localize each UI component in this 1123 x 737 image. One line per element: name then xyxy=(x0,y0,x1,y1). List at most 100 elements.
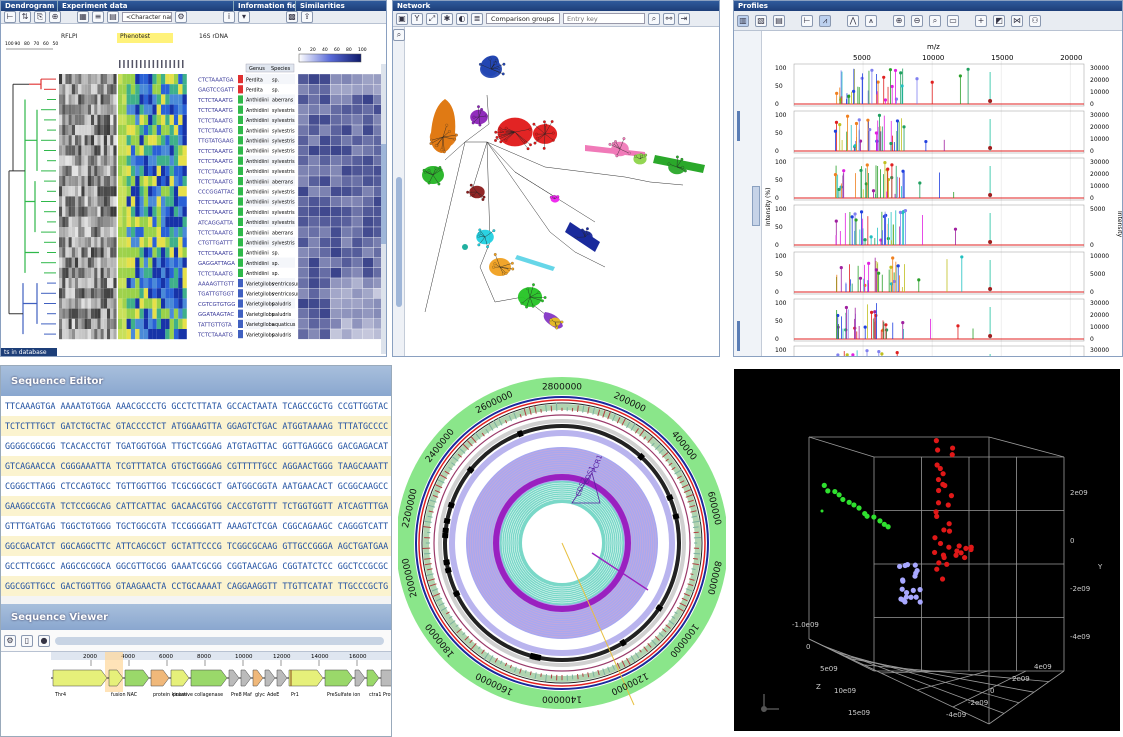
viewer-scrollbar[interactable] xyxy=(55,636,384,645)
info-row-bg xyxy=(244,196,295,207)
phenotest-cell xyxy=(143,288,149,299)
character-name-field[interactable]: <Character name> xyxy=(122,12,172,22)
circle-icon[interactable]: ● xyxy=(38,634,50,647)
table-icon[interactable]: ▤ xyxy=(107,11,119,23)
overlay-icon[interactable]: ▧ xyxy=(755,14,767,27)
export-icon[interactable]: ⇥ xyxy=(678,12,690,25)
sequence-line[interactable]: GAAGGCCGTA TCTCCGGCAG CATTCATTAC GACAACG… xyxy=(1,496,391,516)
similarity-cell xyxy=(308,124,320,136)
branch-icon[interactable]: Y xyxy=(411,12,423,25)
export-icon[interactable]: ⇪ xyxy=(301,11,313,23)
scatter-3d-plot[interactable]: 2e090-2e09-4e09Y4e092e090-2e09-4e09-1.0e… xyxy=(734,369,1120,731)
zoom-in-icon[interactable]: ⊕ xyxy=(893,14,905,27)
document-icon[interactable]: ▯ xyxy=(21,634,33,647)
color-icon[interactable]: ◐ xyxy=(456,12,468,25)
cluster-edge xyxy=(499,128,516,133)
zoom-out-icon[interactable]: ⊖ xyxy=(911,14,923,27)
phenotest-cell xyxy=(156,247,161,258)
phenotest-cell xyxy=(118,104,123,115)
pink-rings xyxy=(476,457,648,629)
filter-icon[interactable]: ▾ xyxy=(238,11,250,23)
phenotest-cell xyxy=(130,216,136,227)
track-feature xyxy=(545,404,547,412)
add-peak-icon[interactable]: + xyxy=(975,14,987,27)
sequence-line[interactable]: GTTTGATGAG TGGCTGTGGG TGCTGGCGTA TCCGGGG… xyxy=(5,521,389,531)
group-icon[interactable]: ⚇ xyxy=(1029,14,1041,27)
sequence-line[interactable]: GGCGGTTGCC GACTGGTTGG GTAAGAACTA CCTGCAA… xyxy=(1,576,391,596)
table-icon[interactable]: ▤ xyxy=(773,14,785,27)
legend-icon[interactable]: ≣ xyxy=(471,12,483,25)
zoom-icon[interactable]: ⊕ xyxy=(49,11,61,23)
list-icon[interactable]: ≡ xyxy=(92,11,104,23)
gear-icon[interactable]: ⚙ xyxy=(175,11,187,23)
track-feature xyxy=(621,660,626,668)
y-tick-left: 50 xyxy=(775,130,783,137)
sequence-line[interactable]: GCCTTCGGCC AGGCGCGGCA GGCGTTGCGG GAAATCG… xyxy=(5,561,389,571)
peak-icon[interactable]: ⋀ xyxy=(847,14,859,27)
sequence-line[interactable]: GGGGCGGCGG TCACACCTGT TGATGGTGGA TTGCTCG… xyxy=(5,441,389,451)
collapse-handle[interactable] xyxy=(737,111,740,141)
black-block xyxy=(447,501,455,509)
rflp-band xyxy=(78,267,82,278)
track-feature xyxy=(687,583,694,587)
grid-icon[interactable]: ▦ xyxy=(77,11,89,23)
rflp-band xyxy=(78,186,82,197)
info-icon[interactable]: i xyxy=(223,11,235,23)
link-icon[interactable]: ⚯ xyxy=(663,12,675,25)
rflp-band xyxy=(81,216,85,227)
layout-icon[interactable]: ▣ xyxy=(396,12,408,25)
scatter-point xyxy=(956,543,962,549)
sequence-line[interactable]: GTCAGAACCA CGGGAAATTA TCGTTTATCA GTGCTGG… xyxy=(1,456,391,476)
sequence-line[interactable]: TCTCTTTGCT GATCTGCTAC GTACCCCTCT ATGGAAG… xyxy=(1,416,391,436)
entry-key-input[interactable] xyxy=(563,13,645,24)
y-tick-left: 0 xyxy=(775,101,779,108)
gene-map[interactable]: 2000 4000 6000 8000 10000 12000 14000 16000Thr4… xyxy=(1,652,391,737)
phenotest-cell xyxy=(139,165,144,176)
settings-icon[interactable]: ⚙ xyxy=(4,634,16,647)
exp-set-rflp[interactable]: RFLPI xyxy=(61,33,78,40)
sequence-line[interactable]: CGGGCTTAGG CTCCAGTGCC TGTTGGTTGG TCGCGGC… xyxy=(5,481,389,491)
phenotest-cell xyxy=(139,247,144,258)
info-row-bg xyxy=(244,165,295,176)
circular-genome-plot[interactable]: CDS2CDS1PCR12800000200000400000600000800… xyxy=(398,365,726,737)
rflp-band xyxy=(75,135,79,146)
monitor-icon[interactable]: ▭ xyxy=(947,14,959,27)
rflp-band xyxy=(62,145,66,156)
similarity-cell xyxy=(308,216,320,228)
phenotest-cell xyxy=(182,84,187,95)
track-feature xyxy=(692,520,702,523)
tree-icon[interactable]: ⊢ xyxy=(4,11,16,23)
zoom-icon[interactable]: ⌕ xyxy=(393,29,405,41)
copy-icon[interactable]: ⎘ xyxy=(34,11,46,23)
resize-handle-2[interactable] xyxy=(737,321,740,351)
sequence-line[interactable]: GGCGACATCT GGCAGGCTTC ATTCAGCGCT GCTATTC… xyxy=(1,536,391,556)
search-icon[interactable]: ⌕ xyxy=(648,12,660,25)
similarity-cell xyxy=(297,328,309,340)
peak-list-icon[interactable]: ⩚ xyxy=(865,14,877,27)
sequence-line[interactable]: TTCAAAGTGA AAAATGTGGA AAACGCCCTG GCCTCTT… xyxy=(5,401,389,411)
exp-set-phenotest[interactable]: Phenotest xyxy=(117,33,173,43)
rflp-band xyxy=(59,267,63,278)
rflp-band xyxy=(62,125,66,136)
similarity-cell xyxy=(297,277,309,289)
comparison-groups-dropdown[interactable]: Comparison groups xyxy=(486,13,560,24)
image-icon[interactable]: ◩ xyxy=(993,14,1005,27)
expand-icon[interactable]: ⤢ xyxy=(426,12,438,25)
network-node xyxy=(549,318,553,322)
rflp-band xyxy=(71,227,75,238)
exp-set-16s[interactable]: 16S rDNA xyxy=(199,33,229,40)
spectrum-icon[interactable]: ⩘ xyxy=(819,14,831,27)
sort-icon[interactable]: ⇅ xyxy=(19,11,31,23)
node-icon[interactable]: ✱ xyxy=(441,12,453,25)
vertical-scrollbar[interactable] xyxy=(396,177,402,307)
sequence-text-area[interactable]: TTCAAAGTGA AAAATGTGGA AAACGCCCTG GCCTCTT… xyxy=(1,396,391,596)
network-graph[interactable] xyxy=(405,27,720,357)
matrix-icon[interactable]: ▩ xyxy=(286,11,298,23)
resize-handle[interactable] xyxy=(752,186,760,226)
axis-icon[interactable]: ⊢ xyxy=(801,14,813,27)
compare-icon[interactable]: ⋈ xyxy=(1011,14,1023,27)
zoom-fit-icon[interactable]: ⌕ xyxy=(929,14,941,27)
bar-chart-icon[interactable]: ▥ xyxy=(737,14,749,27)
phenotest-cell xyxy=(135,94,140,105)
